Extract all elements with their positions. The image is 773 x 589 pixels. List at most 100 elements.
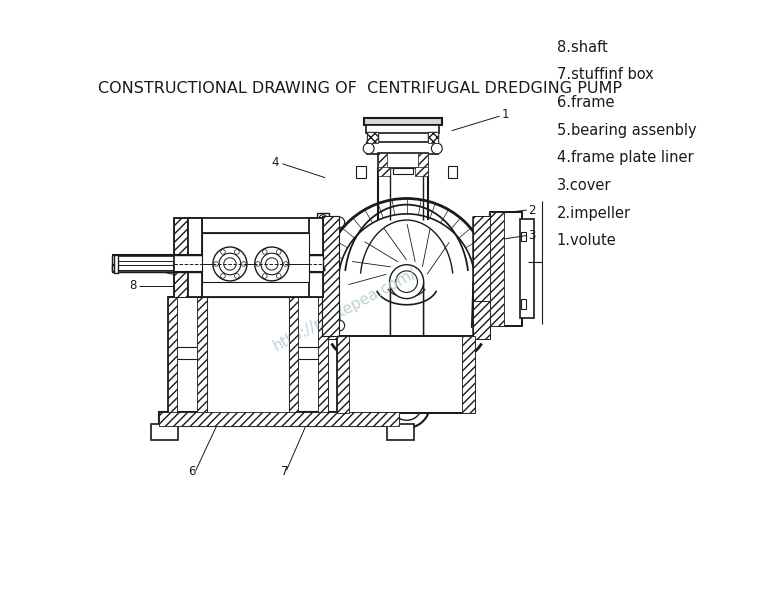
Circle shape: [319, 214, 327, 223]
Bar: [387, 424, 414, 439]
Bar: [367, 133, 378, 143]
Bar: [295, 251, 324, 289]
Bar: [322, 216, 339, 336]
Bar: [473, 301, 489, 339]
Bar: [415, 167, 427, 176]
Bar: [489, 211, 503, 326]
Text: 4.frame plate liner: 4.frame plate liner: [557, 150, 693, 166]
Bar: [112, 264, 155, 271]
Bar: [489, 211, 522, 326]
Bar: [356, 166, 366, 178]
Text: 8: 8: [129, 279, 137, 292]
Bar: [448, 166, 457, 178]
Bar: [151, 424, 178, 439]
Bar: [168, 297, 206, 412]
Bar: [112, 256, 323, 273]
Circle shape: [334, 217, 345, 228]
Bar: [378, 153, 427, 168]
Circle shape: [396, 271, 417, 293]
Circle shape: [220, 274, 225, 278]
Bar: [188, 282, 323, 297]
Circle shape: [363, 143, 374, 154]
Text: 2: 2: [528, 204, 536, 217]
Bar: [427, 133, 438, 143]
Circle shape: [421, 381, 433, 393]
Circle shape: [213, 262, 218, 266]
Bar: [206, 297, 289, 412]
Bar: [519, 219, 533, 318]
Circle shape: [334, 320, 345, 331]
Bar: [308, 243, 325, 297]
Bar: [117, 266, 173, 270]
Text: 3: 3: [528, 229, 536, 242]
Circle shape: [223, 258, 236, 270]
Bar: [197, 297, 206, 412]
Circle shape: [319, 319, 327, 326]
Circle shape: [383, 384, 390, 391]
Circle shape: [284, 262, 288, 266]
Circle shape: [475, 219, 484, 229]
Bar: [337, 336, 349, 412]
Bar: [287, 267, 296, 274]
Bar: [260, 267, 269, 274]
Circle shape: [328, 323, 337, 332]
Text: 3.cover: 3.cover: [557, 178, 611, 193]
Bar: [116, 256, 174, 272]
Bar: [462, 336, 475, 412]
Bar: [114, 254, 118, 273]
Bar: [117, 261, 173, 266]
Bar: [364, 118, 441, 125]
Circle shape: [234, 250, 239, 254]
Text: 6: 6: [188, 465, 196, 478]
Circle shape: [213, 247, 247, 281]
Bar: [308, 243, 325, 297]
Bar: [337, 336, 475, 412]
Bar: [521, 299, 526, 309]
Bar: [390, 361, 424, 378]
Circle shape: [241, 262, 246, 266]
Circle shape: [220, 250, 225, 254]
Text: 6.frame: 6.frame: [557, 95, 615, 110]
Bar: [309, 218, 323, 297]
Circle shape: [277, 250, 281, 254]
Text: http://makepea.com/: http://makepea.com/: [271, 265, 419, 353]
Circle shape: [328, 219, 337, 229]
Bar: [317, 317, 329, 328]
Bar: [473, 216, 489, 336]
Circle shape: [219, 253, 240, 274]
Bar: [378, 167, 390, 176]
Circle shape: [234, 274, 239, 278]
Circle shape: [277, 274, 281, 278]
Circle shape: [263, 274, 267, 278]
Circle shape: [266, 258, 278, 270]
Bar: [322, 220, 339, 336]
Bar: [114, 266, 152, 269]
Bar: [202, 233, 309, 282]
Circle shape: [263, 250, 267, 254]
Circle shape: [255, 247, 289, 281]
Bar: [318, 297, 328, 412]
Bar: [304, 267, 313, 274]
Text: 8.shaft: 8.shaft: [557, 39, 608, 55]
Bar: [188, 218, 323, 233]
Circle shape: [424, 384, 430, 391]
Text: CONSTRUCTIONAL DRAWING OF  CENTRIFUGAL DREDGING PUMP: CONSTRUCTIONAL DRAWING OF CENTRIFUGAL DR…: [98, 81, 622, 97]
Circle shape: [261, 253, 283, 274]
Bar: [393, 168, 413, 174]
Bar: [188, 218, 202, 297]
Bar: [521, 231, 526, 241]
Bar: [317, 213, 329, 224]
Bar: [390, 282, 423, 355]
Circle shape: [431, 143, 442, 154]
Bar: [427, 133, 438, 143]
Circle shape: [172, 254, 191, 273]
Bar: [158, 412, 399, 426]
Bar: [168, 297, 177, 412]
Bar: [188, 218, 323, 233]
Bar: [188, 218, 202, 297]
Bar: [309, 218, 323, 297]
Bar: [367, 133, 378, 143]
Bar: [158, 412, 399, 426]
Text: 1.volute: 1.volute: [557, 233, 616, 248]
Text: 7.stuffinf box: 7.stuffinf box: [557, 67, 653, 82]
